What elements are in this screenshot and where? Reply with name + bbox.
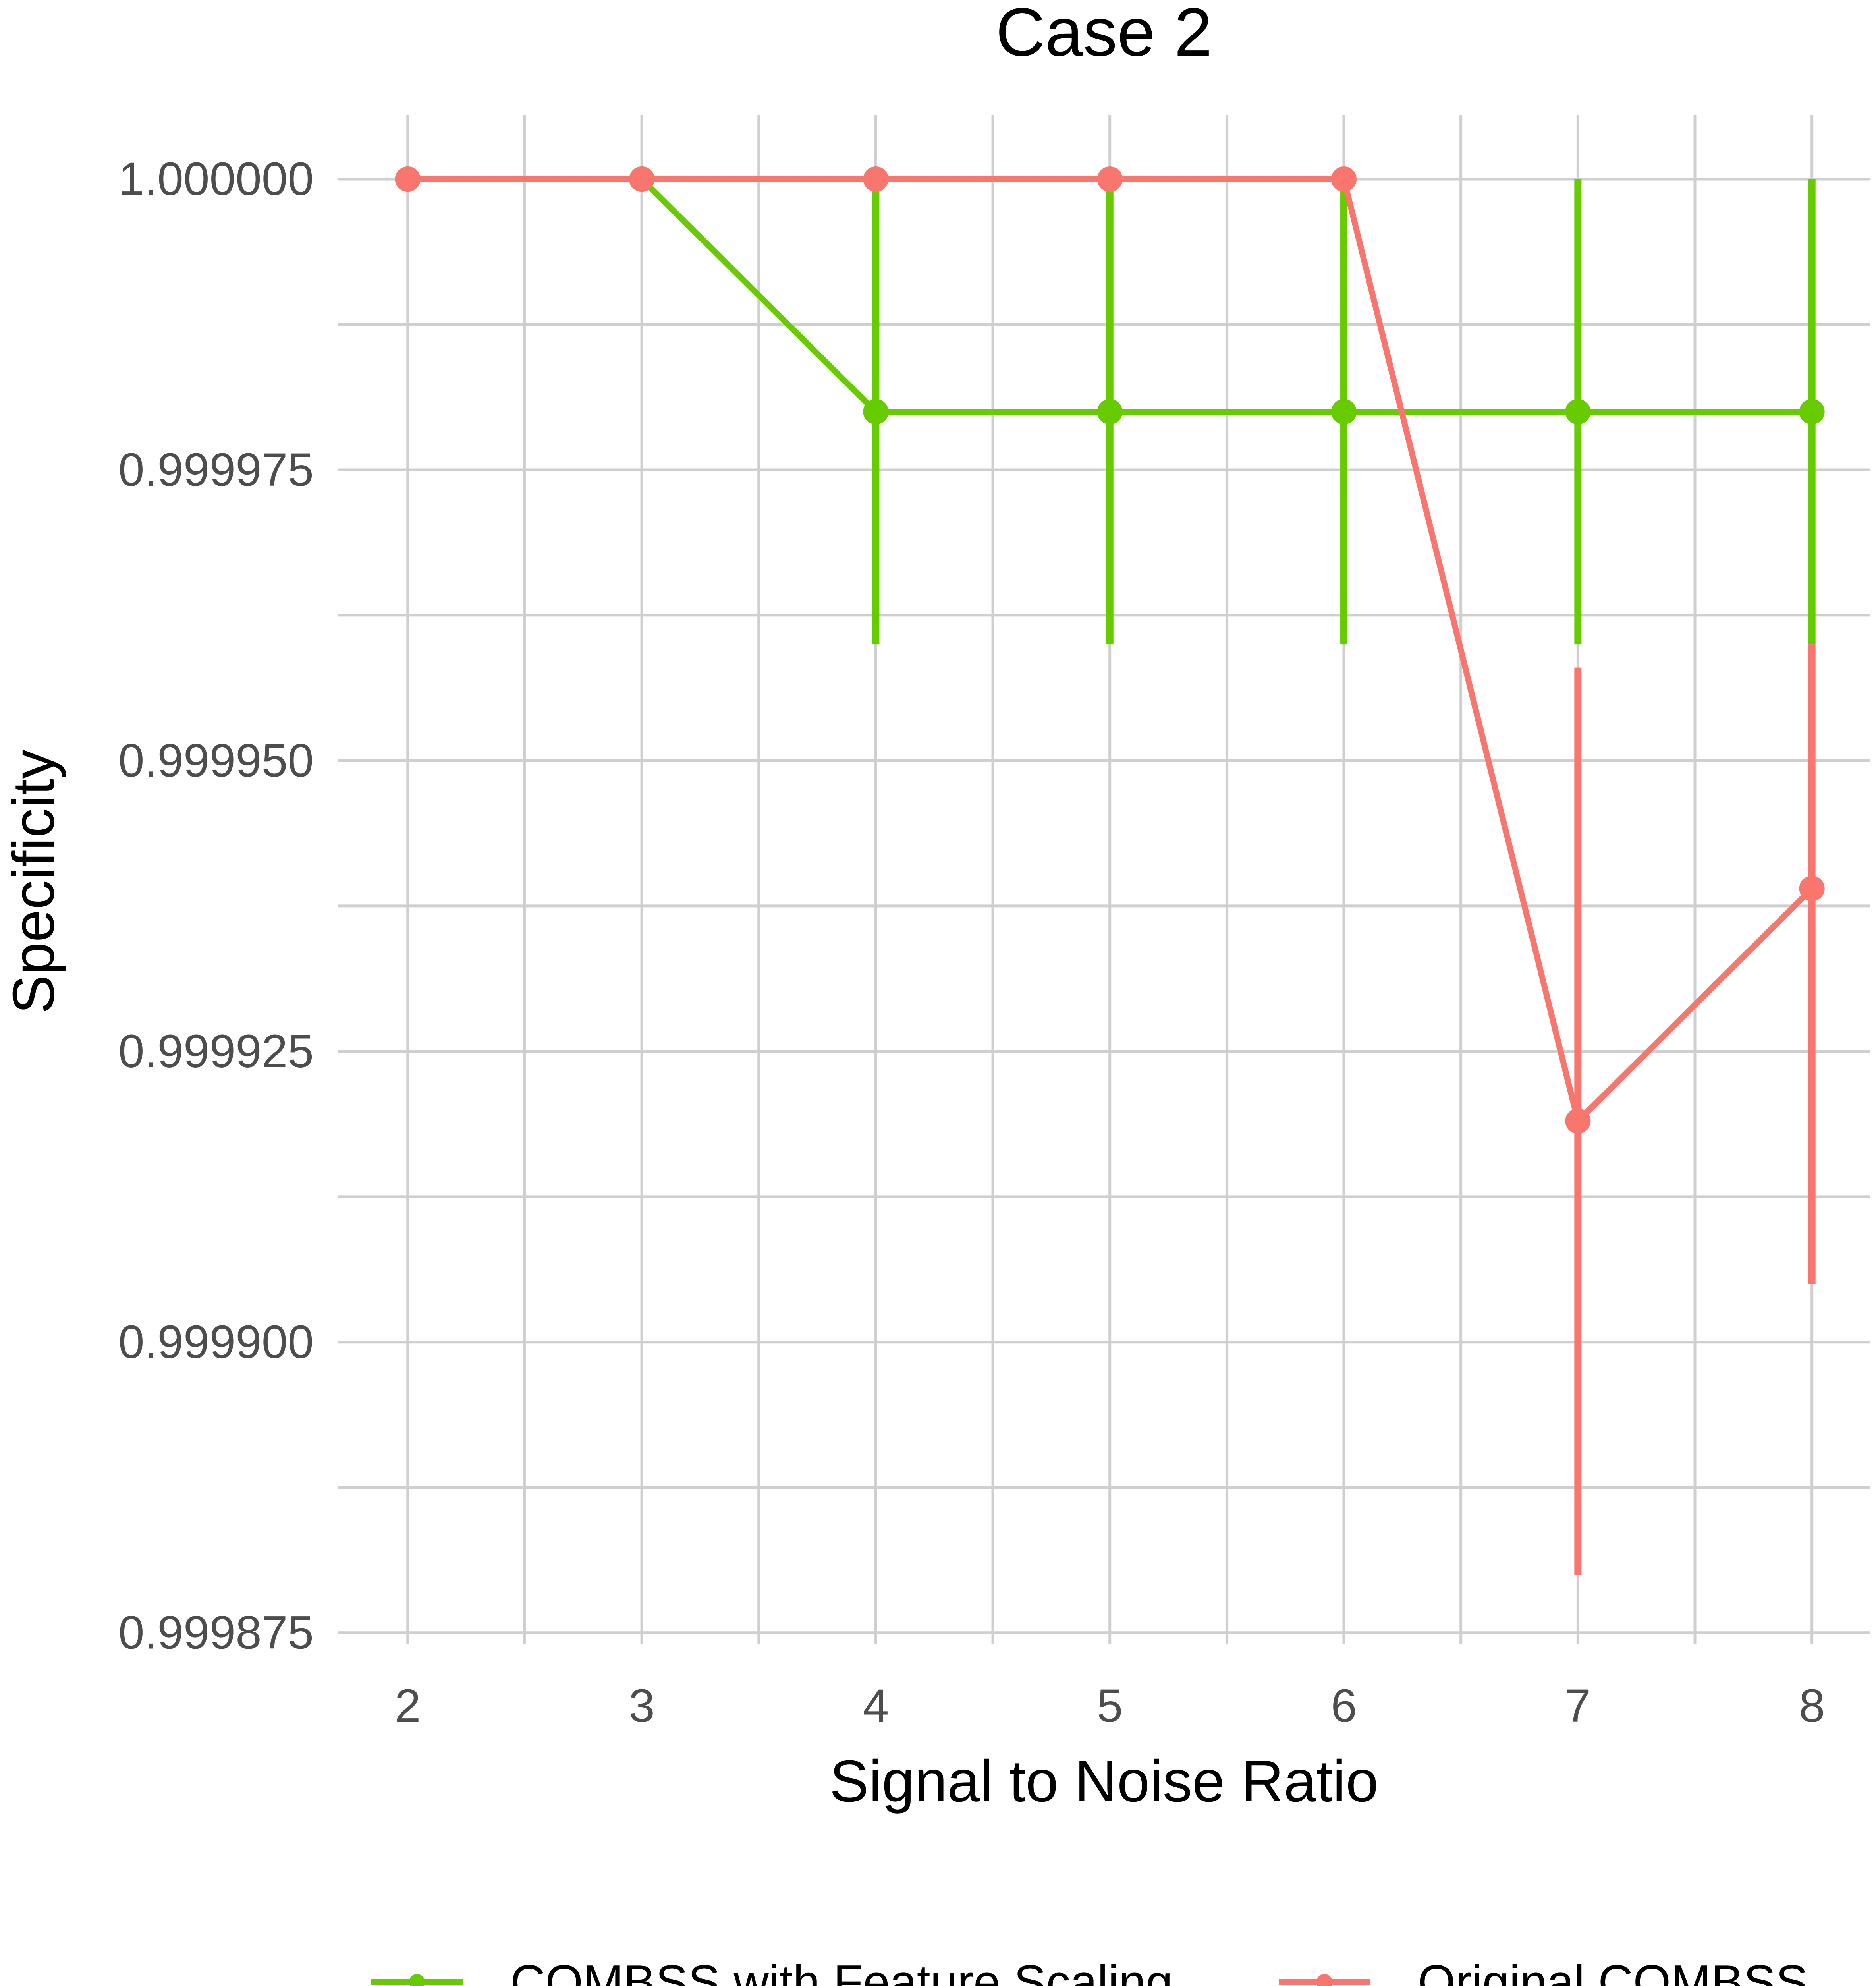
y-tick-label: 1.000000: [118, 153, 314, 205]
x-tick-label: 5: [1097, 1680, 1123, 1732]
data-point: [629, 166, 654, 192]
series-1: [395, 166, 1825, 644]
data-point: [863, 399, 888, 425]
y-tick-label: 0.999875: [118, 1607, 314, 1659]
legend-key-point: [1316, 1974, 1332, 1986]
x-tick-label: 7: [1565, 1680, 1591, 1732]
tick-labels: 1.000000 0.999975 0.999950 0.999925 0.999900…: [118, 153, 1825, 1732]
x-tick-label: 6: [1331, 1680, 1357, 1732]
data-point: [1565, 1109, 1590, 1134]
x-tick-label: 2: [395, 1680, 421, 1732]
data-point: [1799, 399, 1825, 425]
data-point: [1097, 166, 1123, 192]
y-tick-label: 0.999975: [118, 444, 314, 496]
data-point: [1799, 876, 1825, 901]
data-point: [395, 166, 421, 192]
x-tick-label: 3: [629, 1680, 655, 1732]
legend-item: Original COMBSS: [1279, 1955, 1808, 1986]
x-axis-title: Signal to Noise Ratio: [830, 1748, 1378, 1814]
legend-label: COMBSS with Feature Scaling: [510, 1955, 1173, 1986]
grid-lines: [338, 115, 1870, 1644]
data-point: [1565, 399, 1590, 425]
legend-key-point: [409, 1974, 425, 1986]
data-point: [1097, 399, 1123, 425]
y-tick-label: 0.999950: [118, 734, 314, 787]
legend-label: Original COMBSS: [1418, 1955, 1808, 1986]
data-point: [1331, 166, 1357, 192]
x-tick-label: 4: [863, 1680, 889, 1732]
y-axis-title: Specificity: [1, 750, 66, 1014]
y-tick-label: 0.999925: [118, 1025, 314, 1078]
data-point: [1331, 399, 1357, 425]
data-point: [863, 166, 888, 192]
chart-title: Case 2: [996, 0, 1212, 70]
x-tick-label: 8: [1799, 1680, 1825, 1732]
legend: COMBSS with Feature Scaling Original COMB…: [371, 1955, 1808, 1986]
y-tick-label: 0.999900: [118, 1316, 314, 1368]
legend-item: COMBSS with Feature Scaling: [371, 1955, 1173, 1986]
